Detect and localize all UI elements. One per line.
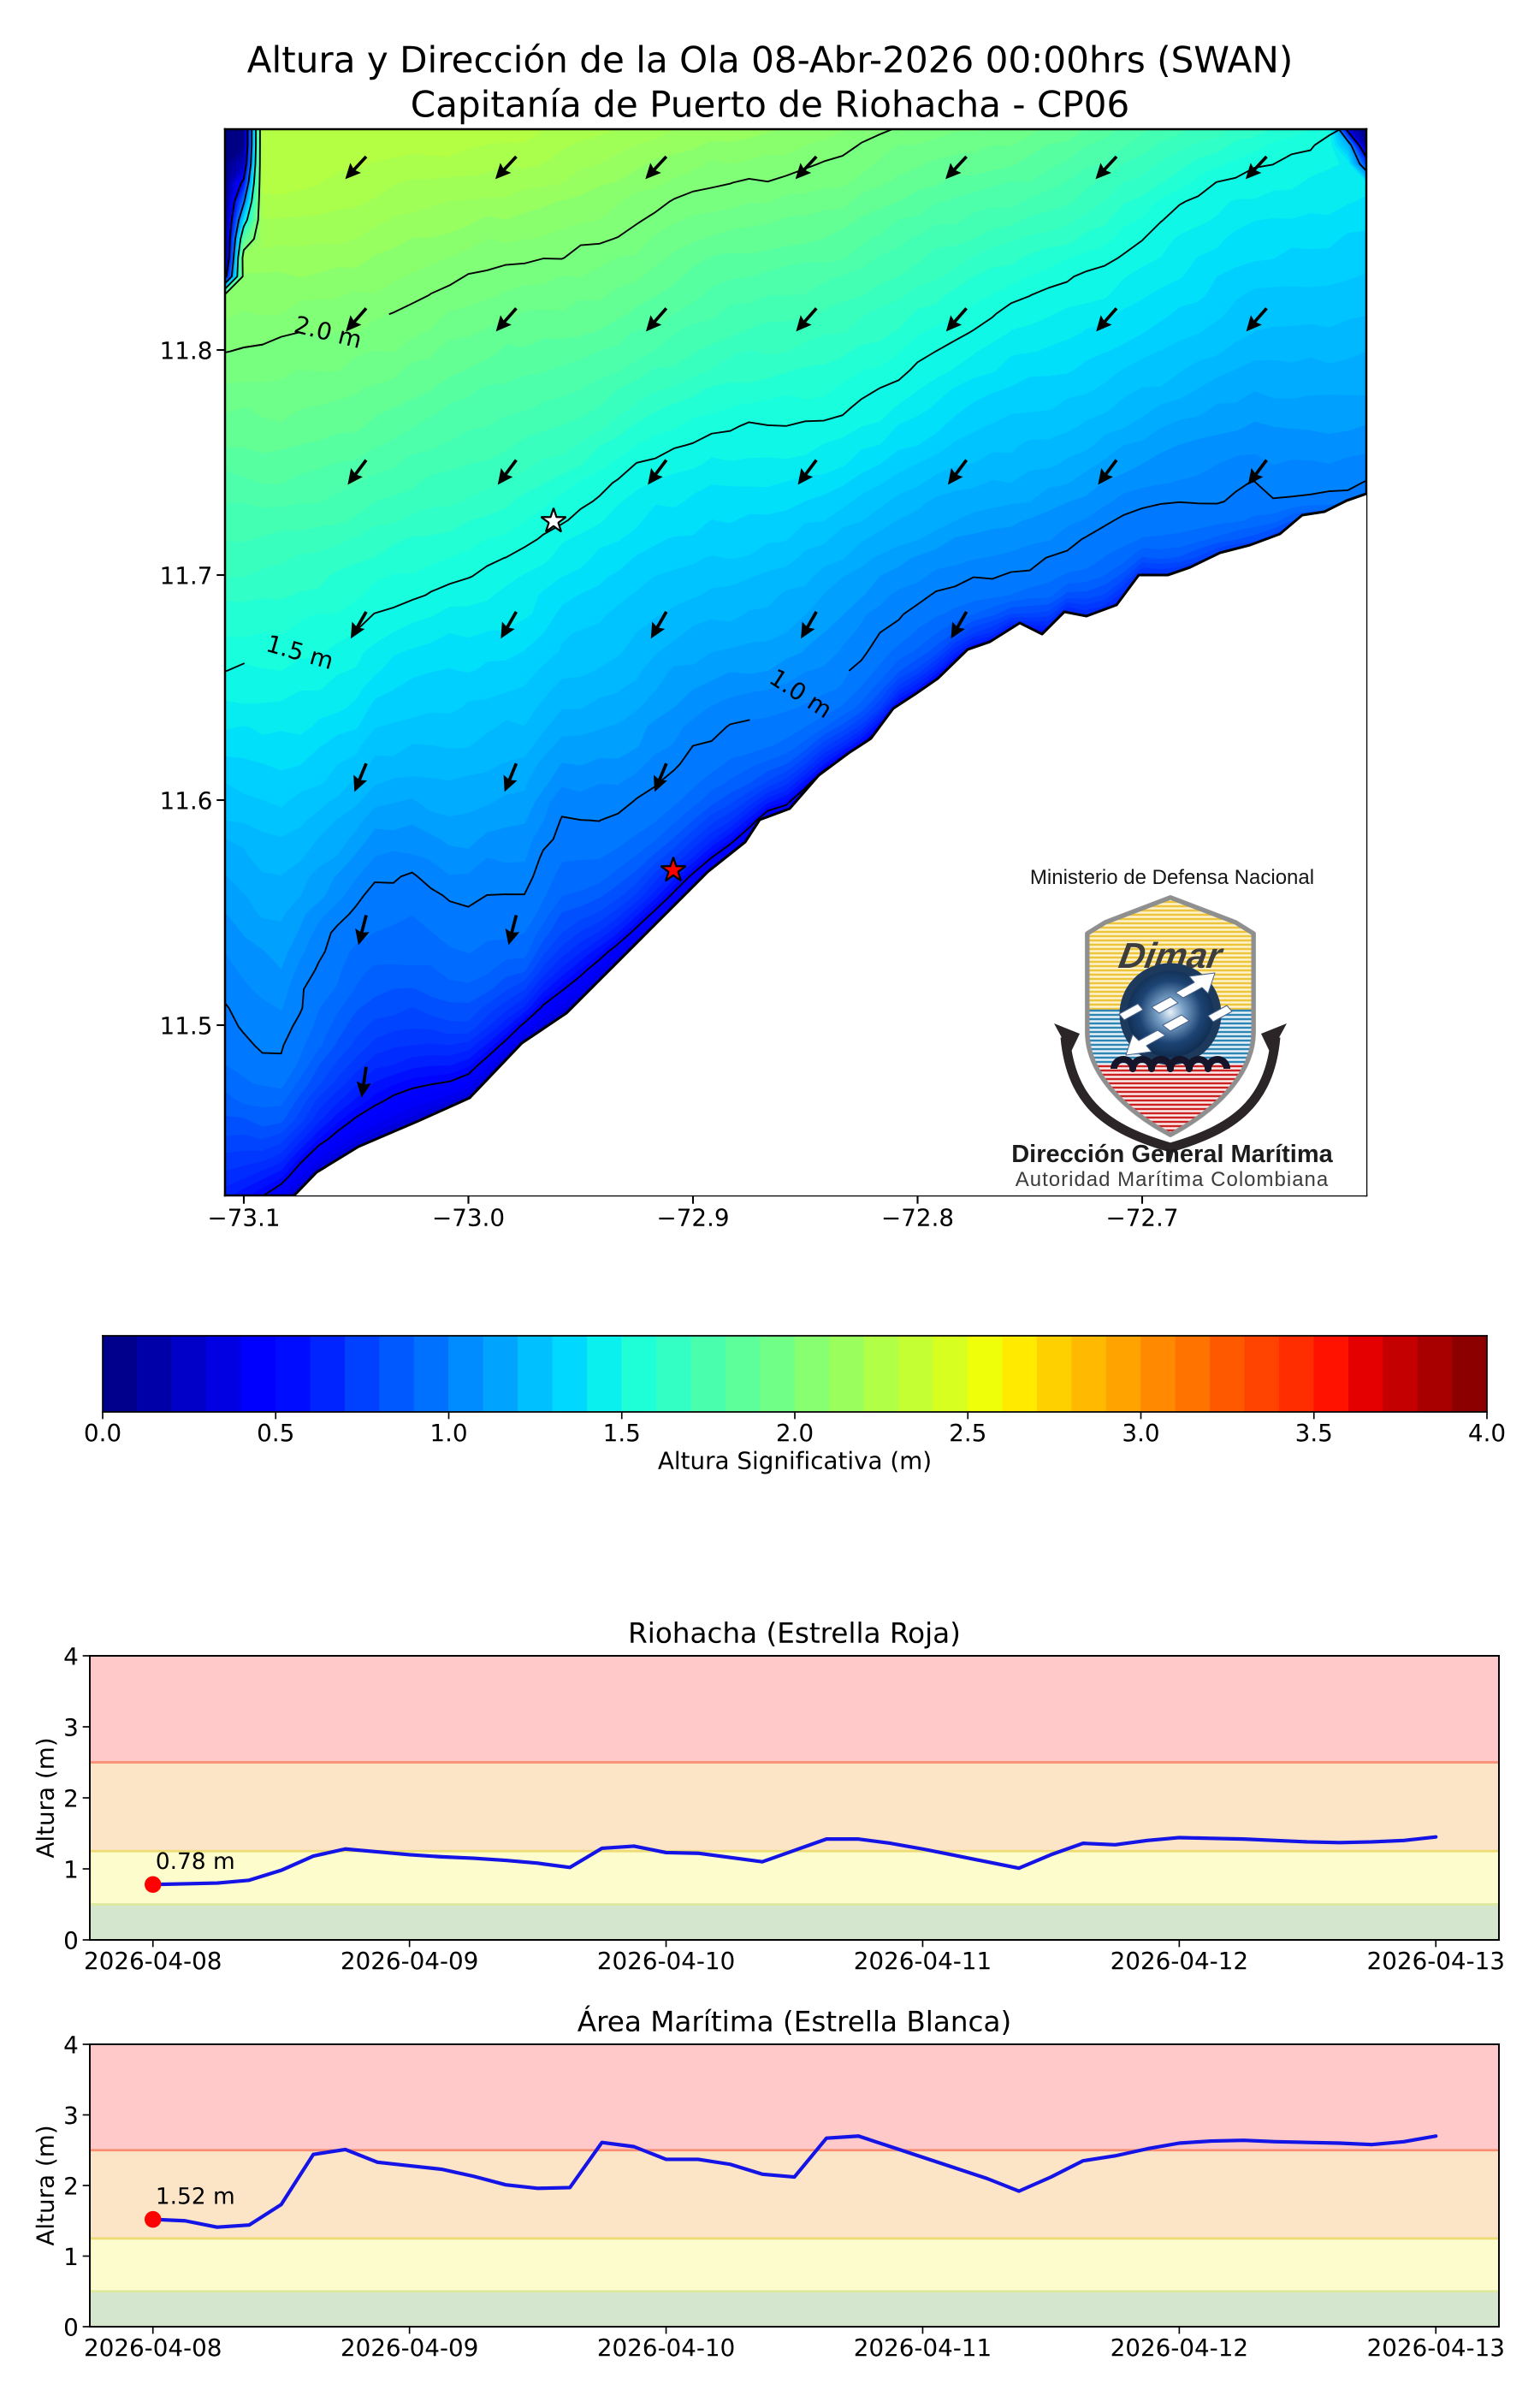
svg-text:Autoridad Marítima Colombiana: Autoridad Marítima Colombiana — [1016, 1168, 1330, 1191]
svg-text:Ministerio de Defensa Nacional: Ministerio de Defensa Nacional — [1030, 866, 1314, 889]
svg-text:Dirección General Marítima: Dirección General Marítima — [1011, 1141, 1333, 1168]
